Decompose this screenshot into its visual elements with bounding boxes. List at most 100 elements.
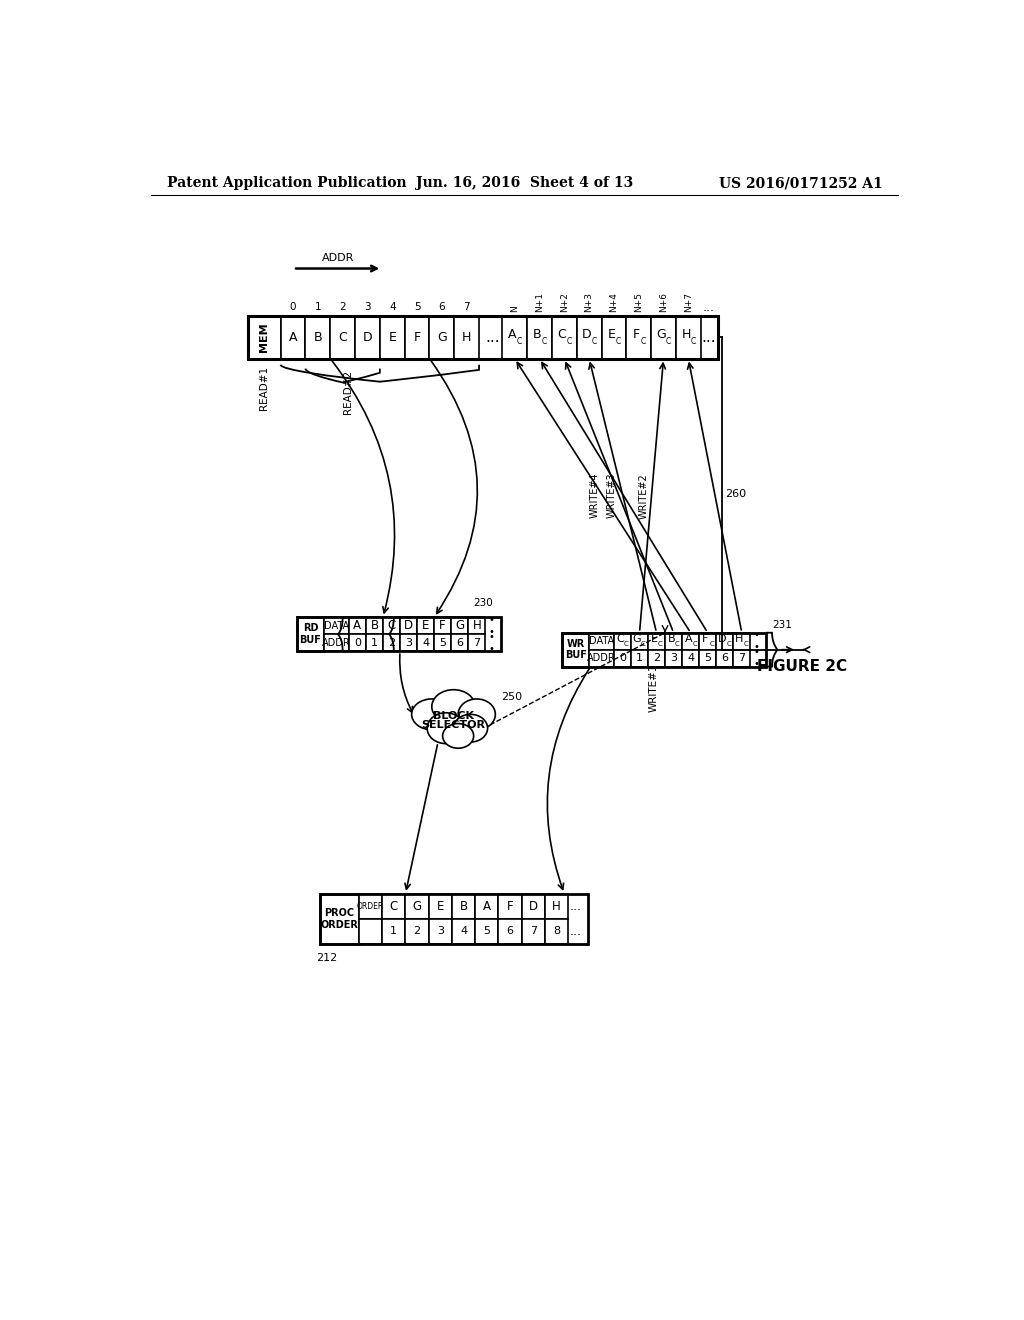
FancyBboxPatch shape (359, 919, 382, 944)
Text: 6: 6 (438, 302, 445, 312)
FancyBboxPatch shape (331, 317, 355, 359)
FancyBboxPatch shape (383, 635, 400, 651)
Text: C: C (542, 337, 547, 346)
Ellipse shape (458, 700, 496, 730)
FancyBboxPatch shape (383, 618, 400, 635)
Text: D: D (582, 327, 592, 341)
Text: •
•: • • (488, 632, 495, 653)
Text: C: C (624, 642, 629, 647)
Text: D: D (362, 331, 373, 345)
Text: N+5: N+5 (634, 292, 643, 312)
Text: F: F (414, 331, 421, 345)
Text: F: F (633, 327, 640, 341)
Text: D: D (528, 900, 538, 912)
Text: A: A (289, 331, 297, 345)
FancyBboxPatch shape (452, 894, 475, 919)
Text: E: E (388, 331, 396, 345)
Text: N+2: N+2 (560, 292, 568, 312)
Text: C: C (675, 642, 680, 647)
Text: H: H (735, 634, 743, 644)
Text: A: A (353, 619, 361, 632)
FancyBboxPatch shape (631, 649, 648, 667)
FancyBboxPatch shape (499, 894, 521, 919)
Text: C: C (616, 634, 624, 644)
Text: 2: 2 (414, 927, 421, 936)
FancyBboxPatch shape (521, 919, 545, 944)
Text: RD
BUF: RD BUF (300, 623, 322, 645)
Text: A: A (483, 900, 490, 912)
FancyBboxPatch shape (468, 635, 485, 651)
FancyBboxPatch shape (503, 317, 527, 359)
FancyBboxPatch shape (400, 635, 417, 651)
Text: N: N (510, 305, 519, 312)
FancyBboxPatch shape (499, 919, 521, 944)
Text: READ#2: READ#2 (343, 370, 353, 413)
FancyBboxPatch shape (562, 632, 589, 667)
FancyBboxPatch shape (417, 635, 434, 651)
FancyBboxPatch shape (404, 317, 429, 359)
FancyBboxPatch shape (589, 649, 614, 667)
Text: H: H (681, 327, 690, 341)
FancyBboxPatch shape (429, 894, 452, 919)
Text: ADDR: ADDR (587, 653, 615, 663)
Text: WRITE#4: WRITE#4 (590, 473, 600, 519)
Text: E: E (607, 327, 615, 341)
Text: G: G (656, 327, 666, 341)
Ellipse shape (427, 713, 464, 743)
Text: 230: 230 (473, 598, 493, 609)
Text: B: B (668, 634, 675, 644)
FancyBboxPatch shape (577, 317, 601, 359)
FancyBboxPatch shape (521, 894, 545, 919)
FancyBboxPatch shape (589, 632, 614, 649)
Text: C: C (658, 642, 663, 647)
Text: 3: 3 (406, 638, 412, 648)
Ellipse shape (432, 689, 475, 723)
FancyBboxPatch shape (716, 649, 733, 667)
Text: B: B (460, 900, 468, 912)
Text: C: C (666, 337, 671, 346)
Text: 6: 6 (457, 638, 463, 648)
Text: C: C (390, 900, 398, 912)
FancyBboxPatch shape (614, 649, 631, 667)
Text: N+6: N+6 (659, 292, 668, 312)
FancyBboxPatch shape (648, 649, 665, 667)
FancyBboxPatch shape (324, 635, 349, 651)
FancyBboxPatch shape (380, 317, 404, 359)
Text: C: C (591, 337, 596, 346)
Text: 4: 4 (422, 638, 429, 648)
Text: 0: 0 (290, 302, 296, 312)
FancyBboxPatch shape (406, 894, 429, 919)
Text: Patent Application Publication: Patent Application Publication (167, 176, 407, 190)
FancyBboxPatch shape (406, 919, 429, 944)
Text: SELECTOR: SELECTOR (422, 721, 485, 730)
Text: H: H (462, 331, 471, 345)
Text: 7: 7 (738, 653, 745, 663)
Text: ...: ... (485, 330, 500, 345)
Text: •
•: • • (488, 615, 495, 636)
Text: N+7: N+7 (684, 292, 693, 312)
Ellipse shape (412, 700, 452, 730)
FancyBboxPatch shape (366, 635, 383, 651)
Text: C: C (641, 642, 646, 647)
FancyBboxPatch shape (475, 894, 499, 919)
Text: ORDER: ORDER (357, 902, 384, 911)
FancyBboxPatch shape (627, 317, 651, 359)
FancyBboxPatch shape (400, 618, 417, 635)
Text: DATA: DATA (589, 636, 614, 647)
Text: C: C (726, 642, 731, 647)
FancyBboxPatch shape (452, 618, 468, 635)
Text: H: H (552, 900, 561, 912)
Text: WRITE#3: WRITE#3 (606, 473, 616, 519)
FancyBboxPatch shape (359, 894, 382, 919)
Text: ...: ... (702, 301, 715, 314)
Text: 2: 2 (388, 638, 395, 648)
Text: D: D (404, 619, 413, 632)
Text: 7: 7 (529, 927, 537, 936)
FancyBboxPatch shape (434, 635, 452, 651)
Text: DATA: DATA (324, 620, 349, 631)
Text: C: C (338, 331, 347, 345)
FancyBboxPatch shape (305, 317, 331, 359)
Text: ...: ... (570, 925, 582, 937)
Ellipse shape (454, 714, 487, 742)
Text: 0: 0 (618, 653, 626, 663)
